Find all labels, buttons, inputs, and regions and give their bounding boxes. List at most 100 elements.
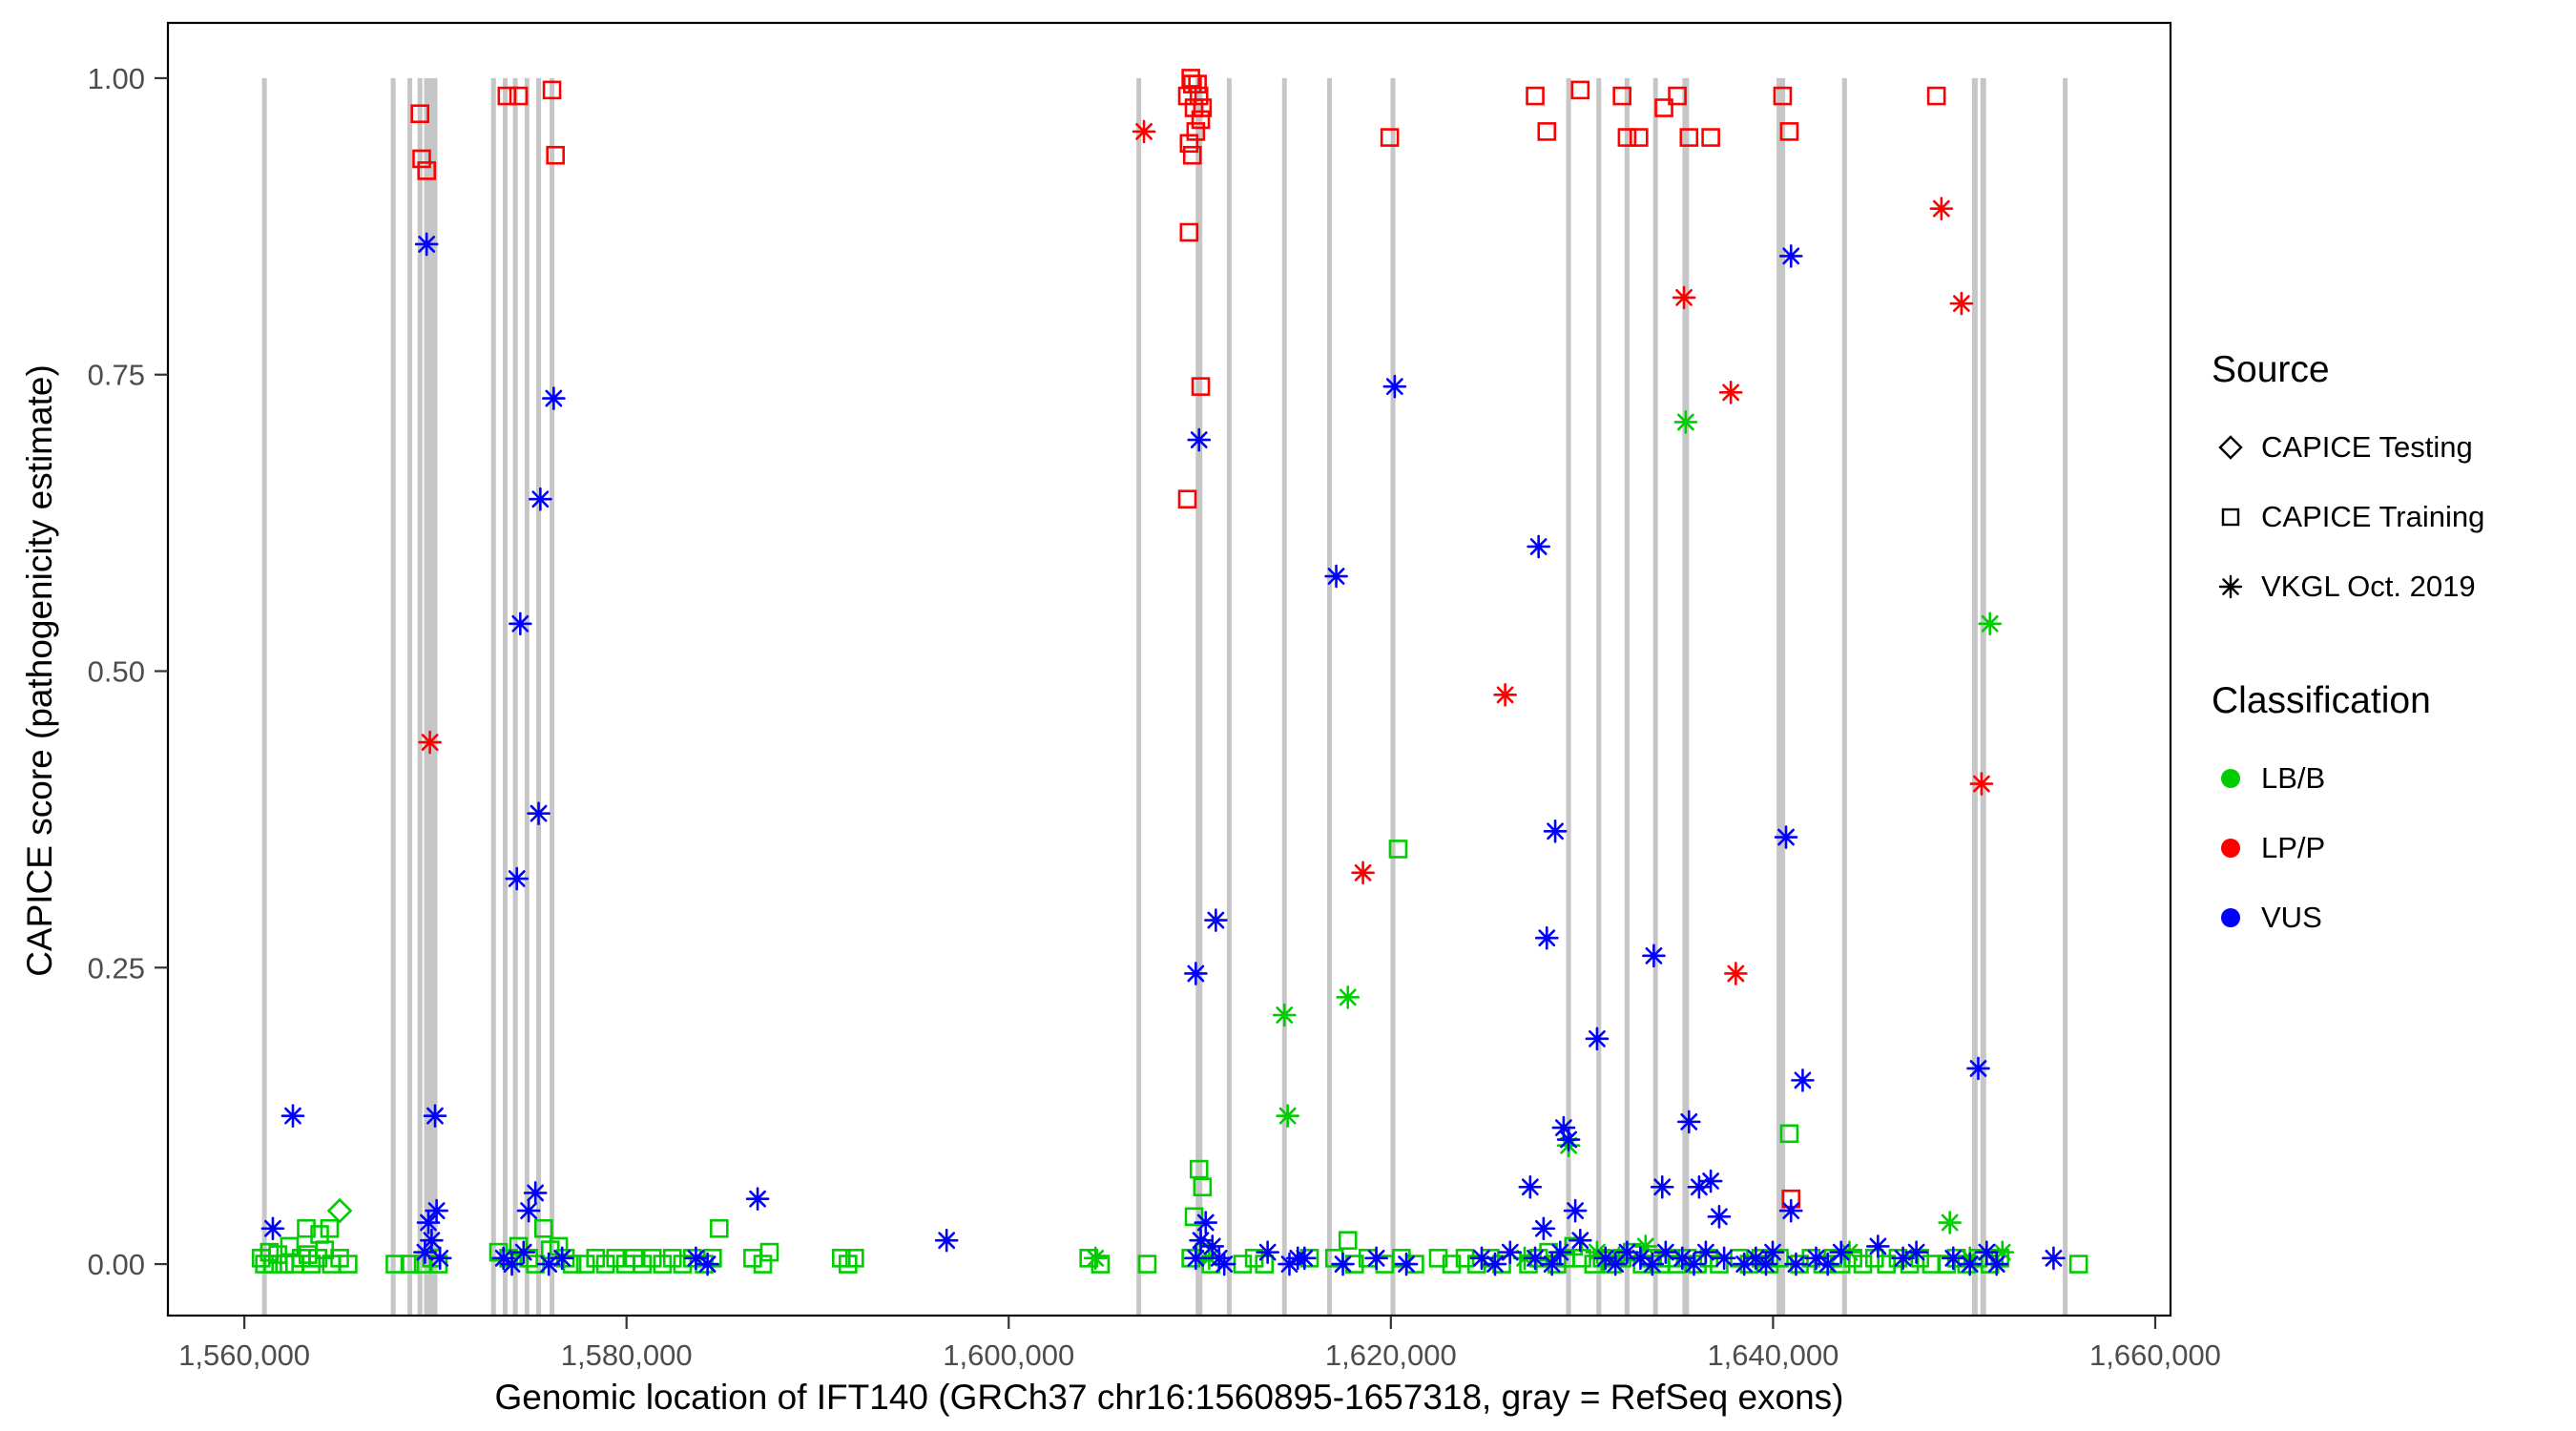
data-point-asterisk	[1184, 962, 1208, 985]
data-point-asterisk	[1724, 962, 1748, 985]
data-point-asterisk	[1200, 1234, 1225, 1258]
data-point-square	[1570, 80, 1590, 100]
data-point-square	[297, 1218, 316, 1238]
data-point-square	[412, 149, 431, 169]
data-point-square	[1526, 86, 1545, 106]
data-point-asterisk	[1336, 985, 1361, 1009]
data-point-square	[1701, 128, 1720, 147]
data-point-square	[1442, 1255, 1462, 1274]
data-point-square	[1392, 1249, 1411, 1268]
data-point-square	[533, 1218, 553, 1238]
data-point-asterisk	[1866, 1234, 1890, 1258]
series-vkgl-oct-2019-lb-b	[1083, 410, 2015, 1271]
data-point-asterisk	[2042, 1246, 2066, 1271]
y-axis-title: CAPICE score (pathogenicity estimate)	[20, 364, 59, 977]
data-point-square	[1926, 86, 1946, 106]
data-point-square	[1380, 128, 1400, 147]
data-point-asterisk	[1382, 374, 1407, 399]
red-dot-icon	[2212, 827, 2261, 869]
data-point-asterisk	[1194, 1211, 1218, 1234]
data-point-asterisk	[1929, 197, 1954, 220]
data-point-asterisk	[1698, 1169, 1723, 1193]
data-point-asterisk	[1083, 1246, 1108, 1271]
data-point-asterisk	[1778, 244, 1803, 268]
data-point-asterisk	[1518, 1174, 1543, 1199]
data-point-asterisk	[1754, 1252, 1778, 1276]
legend-item-label: VKGL Oct. 2019	[2261, 569, 2476, 603]
data-point-asterisk	[1966, 1056, 1990, 1081]
data-point-asterisk	[1568, 1228, 1592, 1253]
data-point-asterisk	[1293, 1246, 1317, 1271]
square-icon	[2212, 496, 2261, 538]
legend-source-title: Source	[2212, 349, 2330, 390]
y-tick-label: 0.50	[88, 654, 145, 688]
data-point-square	[653, 1255, 673, 1274]
data-point-square	[1922, 1255, 1942, 1274]
data-point-asterisk	[529, 487, 552, 511]
data-point-square	[1338, 1231, 1358, 1250]
data-point-square	[417, 161, 436, 180]
data-point-asterisk	[1324, 564, 1348, 589]
data-point-square	[385, 1255, 405, 1274]
data-point-asterisk	[1672, 285, 1696, 310]
data-point-square	[1668, 86, 1687, 106]
legend-item-label: CAPICE Testing	[2261, 429, 2473, 464]
data-point-asterisk	[1975, 1240, 1999, 1264]
data-point-asterisk	[1493, 683, 1517, 707]
series-vkgl-oct-2019-lp-p	[418, 119, 1994, 985]
data-point-asterisk	[1693, 1240, 1718, 1264]
data-point-asterisk	[1527, 534, 1550, 559]
x-tick-label: 1,600,000	[943, 1338, 1074, 1372]
data-point-square	[575, 1255, 595, 1274]
legend-item-label: LB/B	[2261, 760, 2326, 795]
data-point-asterisk	[413, 1240, 437, 1264]
legend-item-vus: VUS	[2212, 882, 2566, 952]
data-point-asterisk	[1540, 1252, 1564, 1276]
data-point-asterisk	[1941, 1246, 1965, 1271]
data-point-square	[301, 1255, 322, 1274]
data-point-square	[1091, 1255, 1111, 1274]
blue-dot-icon	[2212, 897, 2261, 939]
data-point-square	[1388, 840, 1408, 859]
x-tick-label: 1,580,000	[561, 1338, 693, 1372]
legend-item-label: CAPICE Training	[2261, 499, 2485, 533]
data-point-asterisk	[1958, 1252, 1982, 1276]
data-point-asterisk	[1760, 1240, 1785, 1264]
data-point-asterisk	[1978, 612, 2003, 636]
data-point-asterisk	[1204, 908, 1228, 932]
data-point-square	[1900, 1255, 1920, 1274]
data-point-asterisk	[934, 1228, 959, 1253]
data-point-square	[1177, 86, 1197, 106]
y-tick-label: 0.00	[88, 1248, 145, 1281]
legend-item-capice-testing: CAPICE Testing	[2212, 412, 2566, 482]
data-point-asterisk	[696, 1252, 719, 1276]
data-point-square	[1179, 134, 1199, 154]
data-point-asterisk	[1187, 427, 1212, 452]
y-tick-label: 0.75	[88, 359, 145, 392]
data-point-square	[1186, 122, 1206, 141]
data-point-square	[595, 1255, 615, 1274]
data-point-square	[562, 1255, 582, 1274]
data-point-asterisk	[1718, 381, 1743, 404]
data-point-asterisk	[509, 612, 532, 636]
data-point-square	[1233, 1255, 1253, 1274]
data-point-square	[509, 86, 529, 106]
data-point-asterisk	[1640, 1252, 1665, 1276]
data-point-square	[497, 86, 517, 106]
data-point-square	[1537, 122, 1557, 141]
data-point-square	[743, 1249, 762, 1268]
legend-item-capice-training: CAPICE Training	[2212, 482, 2566, 551]
data-point-asterisk	[1904, 1240, 1928, 1264]
data-point-square	[1612, 86, 1631, 106]
data-point-asterisk	[1707, 1205, 1732, 1229]
data-point-asterisk	[505, 866, 530, 891]
legend-item-lbb: LB/B	[2212, 743, 2566, 813]
data-point-asterisk	[416, 1211, 441, 1234]
data-point-square	[1184, 1207, 1204, 1227]
series-capice-training-lp-p	[410, 69, 1946, 1209]
x-tick-label: 1,560,000	[178, 1338, 310, 1372]
data-point-square	[1877, 1255, 1896, 1274]
data-point-square	[710, 1218, 729, 1238]
data-point-square	[275, 1255, 294, 1274]
data-point-square	[320, 1218, 340, 1238]
